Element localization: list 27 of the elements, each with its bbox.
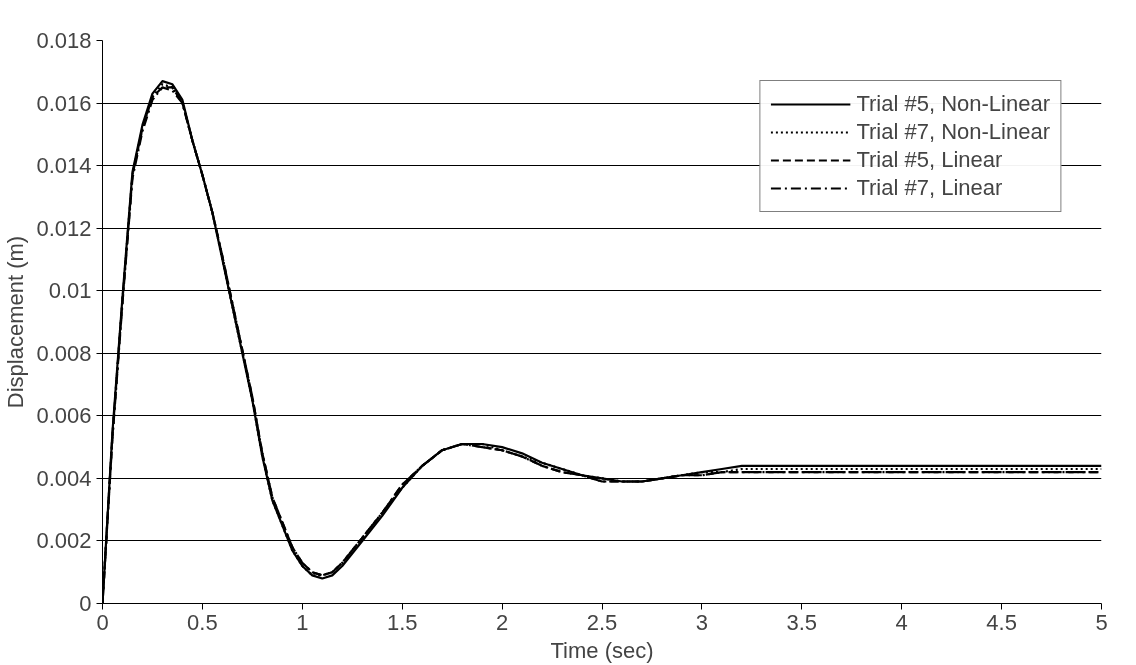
- x-tick-label: 5: [1095, 609, 1108, 635]
- y-tick-label: 0.008: [36, 340, 92, 366]
- legend-label: Trial #5, Non-Linear: [856, 91, 1050, 117]
- x-tick-label: 0: [96, 609, 109, 635]
- legend-label: Trial #5, Linear: [856, 147, 1003, 173]
- y-tick-label: 0.002: [36, 528, 92, 554]
- x-tick-label: 0.5: [187, 609, 218, 635]
- x-tick-label: 2.5: [586, 609, 618, 635]
- y-tick-label: 0: [79, 591, 92, 616]
- x-tick-label: 3: [695, 609, 709, 635]
- y-axis-title: Displacement (m): [3, 235, 29, 409]
- y-tick-label: 0.018: [36, 28, 92, 53]
- y-tick-label: 0.004: [36, 465, 92, 491]
- x-tick-label: 1.5: [386, 609, 418, 635]
- x-axis-title: Time (sec): [550, 637, 654, 663]
- x-tick-label: 1: [296, 609, 309, 635]
- legend-label: Trial #7, Non-Linear: [856, 119, 1050, 145]
- y-tick-label: 0.014: [36, 153, 92, 179]
- x-tick-label: 2: [495, 609, 509, 635]
- x-tick-label: 4: [895, 609, 908, 635]
- legend-label: Trial #7, Linear: [856, 175, 1003, 201]
- y-tick-label: 0.012: [36, 215, 92, 241]
- y-tick-label: 0.006: [36, 403, 92, 429]
- x-tick-label: 3.5: [786, 609, 818, 635]
- x-tick-label: 4.5: [986, 609, 1017, 635]
- y-tick-label: 0.01: [48, 278, 92, 304]
- y-tick-label: 0.016: [36, 90, 92, 116]
